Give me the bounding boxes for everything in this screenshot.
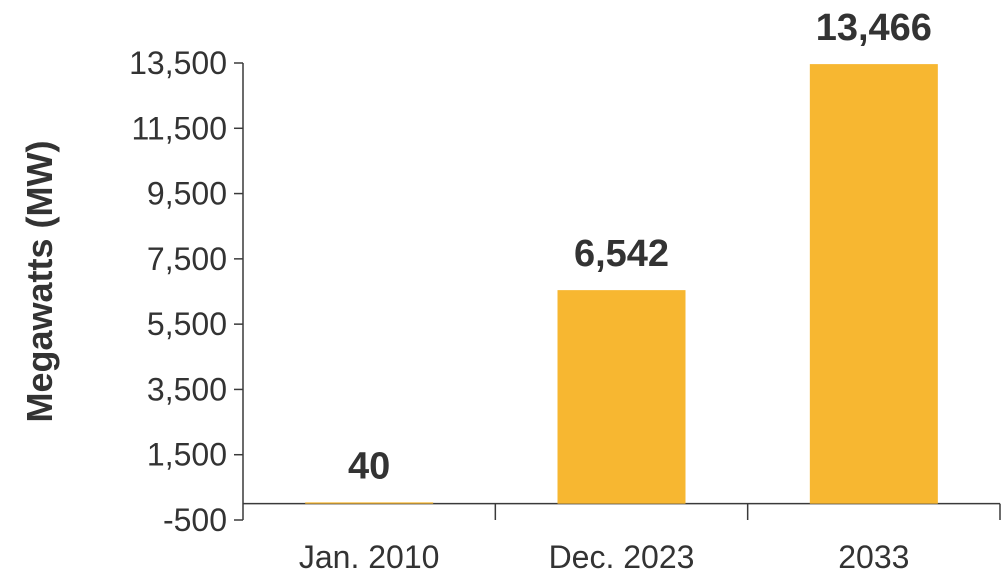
x-tick-label: 2033: [838, 539, 909, 574]
y-ticks: -500 1,500 3,500 5,500 7,500 9,500 11,500 13,50…: [129, 45, 243, 538]
y-tick-label: 1,500: [147, 437, 227, 473]
bar-value-label: 40: [348, 445, 390, 487]
y-tick-label: 5,500: [147, 306, 227, 342]
y-tick-label: 3,500: [147, 371, 227, 407]
x-tick-label: Dec. 2023: [549, 539, 695, 574]
x-tick-label: Jan. 2010: [299, 539, 440, 574]
y-tick-label: 11,500: [132, 110, 228, 146]
y-tick-label: -500: [163, 502, 227, 538]
y-tick-label: 9,500: [147, 176, 227, 212]
bar: [558, 290, 686, 504]
bar: [305, 502, 433, 503]
y-tick-label: 13,500: [129, 45, 227, 81]
bar-value-label: 13,466: [816, 7, 932, 49]
bar-value-label: 6,542: [574, 233, 669, 275]
bars: [305, 64, 938, 504]
bar: [810, 64, 938, 504]
y-axis-title: Megawatts (MW): [19, 141, 60, 423]
x-ticks: Jan. 2010 Dec. 2023 2033: [299, 504, 1000, 574]
y-tick-label: 7,500: [147, 241, 227, 277]
